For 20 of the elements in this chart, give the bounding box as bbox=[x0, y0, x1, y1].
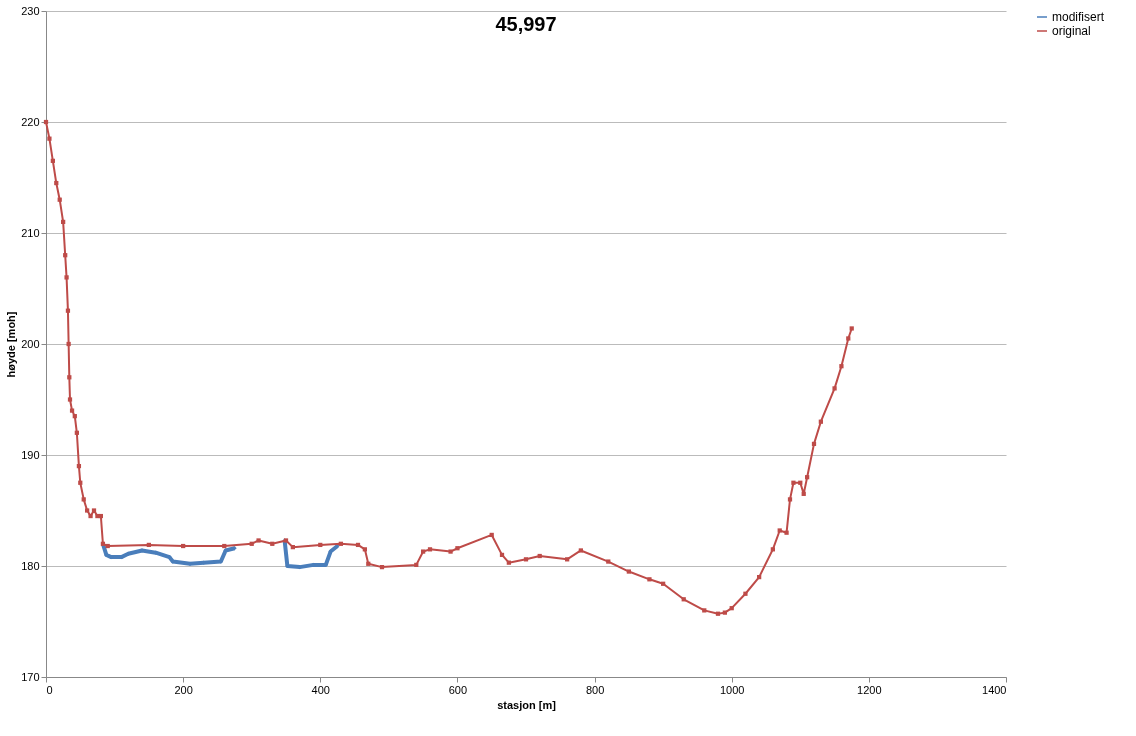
x-tick-label: 1200 bbox=[857, 683, 882, 696]
y-tick-label: 220 bbox=[21, 115, 40, 128]
x-tick-label: 800 bbox=[585, 683, 605, 696]
x-tick-label: 0 bbox=[46, 683, 53, 696]
y-tick-label: 210 bbox=[21, 226, 40, 239]
chart-title: 45,997 bbox=[495, 13, 557, 35]
x-tick-label: 400 bbox=[311, 683, 330, 696]
x-axis-title: stasjon [m] bbox=[497, 698, 557, 711]
x-tick-label: 1400 bbox=[982, 683, 1007, 696]
x-tick-label: 200 bbox=[174, 683, 193, 696]
y-axis-title: høyde [moh] bbox=[5, 311, 18, 378]
legend-label: original bbox=[1052, 24, 1091, 38]
x-tick-label: 600 bbox=[448, 683, 468, 696]
y-tick-label: 200 bbox=[21, 337, 40, 350]
x-tick-label: 1000 bbox=[719, 683, 745, 696]
y-tick-label: 170 bbox=[21, 670, 40, 683]
y-tick-label: 190 bbox=[21, 448, 40, 461]
y-tick-label: 230 bbox=[21, 4, 40, 17]
y-tick-label: 180 bbox=[21, 559, 40, 572]
legend-label: modifisert bbox=[1052, 10, 1105, 24]
